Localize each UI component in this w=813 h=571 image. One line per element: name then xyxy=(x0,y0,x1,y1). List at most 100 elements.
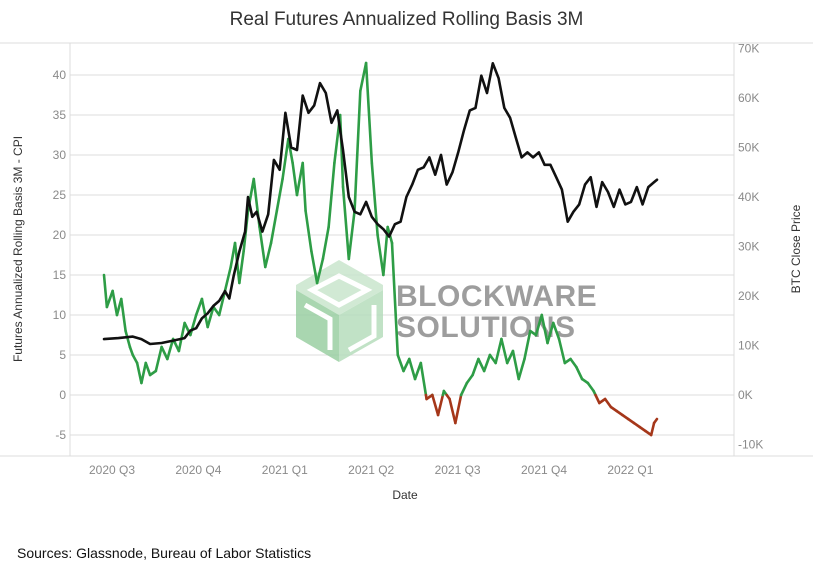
basis-line-segment xyxy=(652,417,659,425)
x-axis-title: Date xyxy=(392,488,418,502)
x-tick-label: 2020 Q3 xyxy=(89,463,135,477)
basis-line-segment xyxy=(454,393,463,425)
y2-tick-label: 40K xyxy=(738,190,759,204)
basis-line-segment xyxy=(269,209,279,245)
basis-line-segment xyxy=(135,361,143,385)
basis-line-segment xyxy=(364,61,374,165)
basis-line-segment xyxy=(111,289,119,317)
basis-line-segment xyxy=(119,297,127,333)
y2-tick-label: 60K xyxy=(738,91,759,105)
basis-line-segment xyxy=(575,365,584,381)
btc-price-line xyxy=(102,62,659,346)
gridlines xyxy=(70,74,734,436)
basis-line-segment xyxy=(436,393,445,417)
basis-line-segment xyxy=(347,209,356,261)
basis-line-segment xyxy=(200,297,209,329)
basis-line-segment xyxy=(341,185,351,261)
x-tick-label: 2021 Q4 xyxy=(521,463,567,477)
source-note: Sources: Glassnode, Bureau of Labor Stat… xyxy=(17,545,312,561)
right-axis-ticks: 70K 60K 50K 40K 30K 20K 10K 0K -10K xyxy=(738,42,763,452)
basis-line-segment xyxy=(160,345,169,361)
basis-line-segment xyxy=(154,345,163,373)
basis-line-segment xyxy=(140,361,148,385)
y2-tick-label: 10K xyxy=(738,339,759,353)
basis-line-segment xyxy=(105,289,114,309)
basis-line-segment xyxy=(131,353,139,365)
y-tick-label: 15 xyxy=(53,268,67,282)
basis-line-segment xyxy=(500,337,509,365)
basis-line-segment xyxy=(569,357,578,369)
basis-line-segment xyxy=(124,329,132,349)
basis-line-segment xyxy=(258,225,267,269)
x-tick-label: 2021 Q2 xyxy=(348,463,394,477)
basis-line-segment xyxy=(546,321,555,345)
y-tick-label: -5 xyxy=(55,428,66,442)
basis-line-segment xyxy=(534,313,544,337)
y2-tick-label: 20K xyxy=(738,289,759,303)
y-tick-label: 40 xyxy=(53,68,67,82)
y-tick-label: 5 xyxy=(59,348,66,362)
basis-line-segment xyxy=(206,305,215,329)
watermark-line1: BLOCKWARE xyxy=(396,280,597,313)
basis-line-segment xyxy=(557,337,567,365)
basis-line-segment xyxy=(177,321,186,353)
left-axis-ticks: 40 35 30 25 20 15 10 5 0 -5 xyxy=(53,68,67,442)
basis-line-segment xyxy=(189,313,198,337)
basis-line-segment xyxy=(649,421,656,437)
basis-line-segment xyxy=(402,357,411,373)
basis-line-segment xyxy=(551,321,561,341)
basis-line-segment xyxy=(511,349,521,381)
basis-line-segment xyxy=(523,329,532,361)
basis-line-segment xyxy=(494,337,503,365)
y-tick-label: 25 xyxy=(53,188,67,202)
basis-line-segment xyxy=(102,273,109,309)
watermark: BLOCKWARE SOLUTIONS xyxy=(296,260,597,362)
y-axis-title: Futures Annualized Rolling Basis 3M - CP… xyxy=(11,136,25,362)
basis-line-segment xyxy=(353,89,362,213)
basis-line-segment xyxy=(166,337,175,361)
x-axis-ticks: 2020 Q3 2020 Q4 2021 Q1 2021 Q2 2021 Q3 2021 … xyxy=(89,463,654,477)
basis-line-segment xyxy=(275,177,284,213)
y-tick-label: 0 xyxy=(59,388,66,402)
basis-line-segment xyxy=(407,357,417,381)
x-tick-label: 2020 Q4 xyxy=(175,463,221,477)
basis-line-segment xyxy=(310,249,319,285)
basis-line-segment xyxy=(413,361,423,381)
y-tick-label: 10 xyxy=(53,308,67,322)
x-tick-label: 2021 Q1 xyxy=(262,463,308,477)
chart-title: Real Futures Annualized Rolling Basis 3M xyxy=(229,9,584,30)
basis-line-segment xyxy=(238,249,245,285)
basis-line-segment xyxy=(482,353,492,373)
y-tick-label: 20 xyxy=(53,228,67,242)
basis-line-segment xyxy=(471,357,480,377)
basis-line-segment xyxy=(448,397,457,425)
basis-line-segment xyxy=(223,265,233,293)
y2-tick-label: 50K xyxy=(738,141,759,155)
basis-line-segment xyxy=(291,161,299,197)
basis-line-segment xyxy=(144,361,152,377)
y2-tick-label: -10K xyxy=(738,438,763,452)
watermark-logo-icon xyxy=(296,260,383,362)
y2-tick-label: 30K xyxy=(738,240,759,254)
basis-line-segment xyxy=(431,393,440,417)
basis-line-segment xyxy=(194,297,204,317)
y-tick-label: 35 xyxy=(53,108,67,122)
x-tick-label: 2021 Q3 xyxy=(435,463,481,477)
basis-line-segment xyxy=(594,393,601,405)
basis-line-segment xyxy=(376,233,385,277)
basis-line-segment xyxy=(586,381,595,393)
basis-line-segment xyxy=(315,257,325,285)
basis-line-segment xyxy=(263,241,273,269)
series-layer xyxy=(102,61,659,437)
basis-line-segment xyxy=(477,357,486,373)
basis-line-segment xyxy=(321,225,330,261)
basis-line-segment xyxy=(505,349,515,365)
basis-line-segment xyxy=(128,345,135,357)
basis-line-segment xyxy=(301,161,307,213)
basis-line-segment xyxy=(327,161,336,229)
basis-line-segment xyxy=(459,381,469,397)
basis-line-segment xyxy=(603,397,613,409)
basis-line-segment xyxy=(465,373,474,385)
y2-tick-label: 70K xyxy=(738,42,759,56)
